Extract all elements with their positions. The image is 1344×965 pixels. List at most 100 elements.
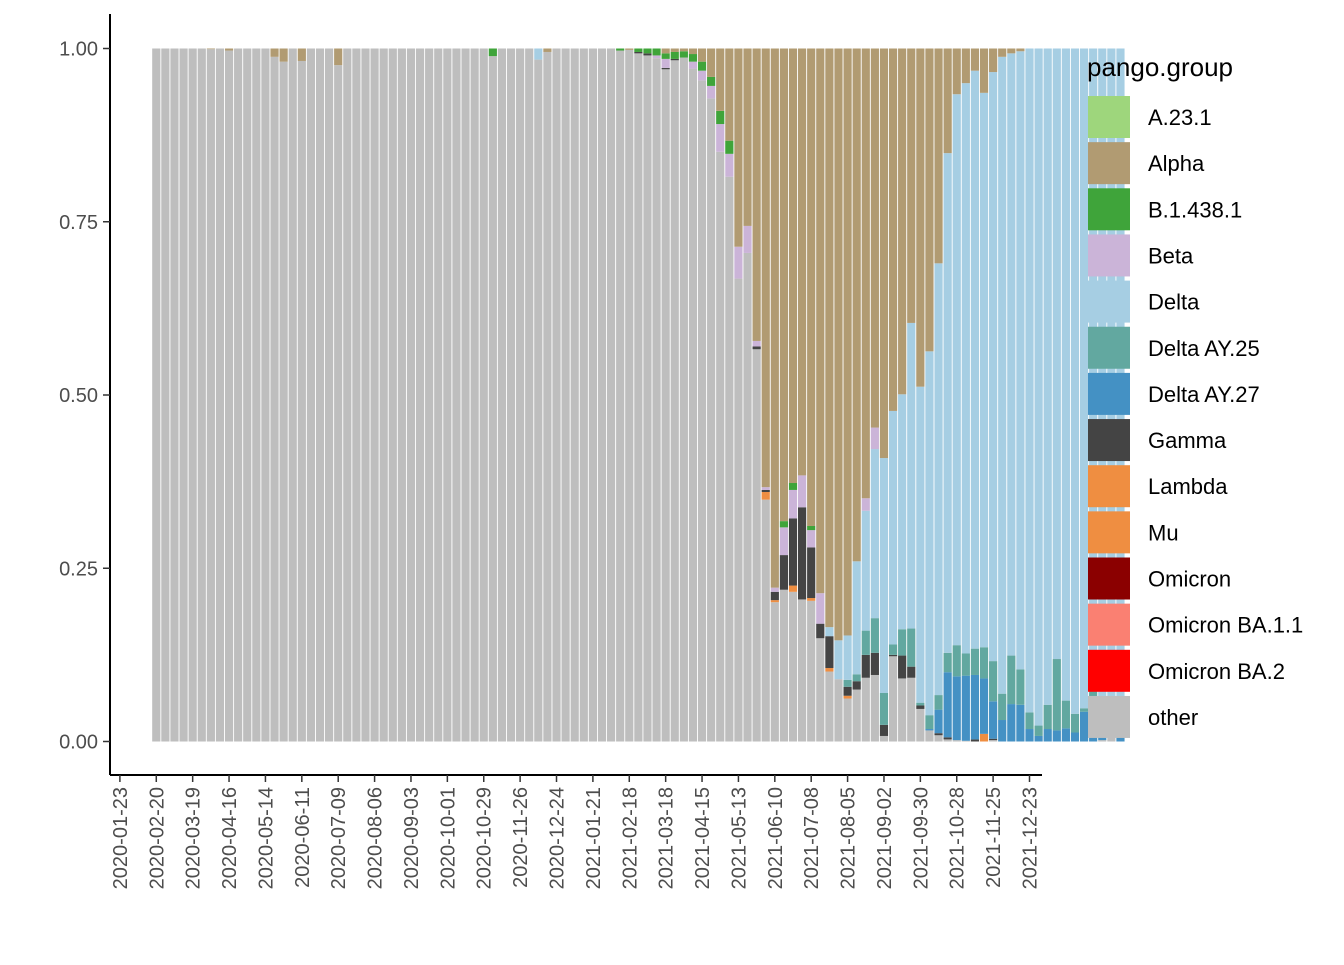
bar-segment-delta-ay-25 xyxy=(934,695,943,710)
bar-segment-alpha xyxy=(825,48,834,628)
bar-segment-alpha xyxy=(807,48,816,526)
bar-segment-other xyxy=(561,48,570,742)
bar-segment-delta-ay-27 xyxy=(952,676,961,741)
bar-segment-other xyxy=(770,602,779,742)
bar-segment-alpha xyxy=(952,48,961,95)
y-tick-label: 1.00 xyxy=(59,39,98,61)
legend-label-alpha: Alpha xyxy=(1148,151,1205,176)
bar-segment-other xyxy=(652,58,661,742)
bar-segment-alpha xyxy=(989,48,998,73)
legend-key-alpha xyxy=(1088,142,1130,185)
bar-segment-other xyxy=(679,57,688,742)
bar-segment-delta-ay-25 xyxy=(898,629,907,656)
bar-segment-alpha xyxy=(998,48,1007,57)
bar-segment-gamma xyxy=(779,555,789,590)
bar-segment-other xyxy=(816,638,825,742)
bar-segment-delta-ay-25 xyxy=(1034,725,1043,736)
x-tick-label: 2021-07-08 xyxy=(801,787,823,889)
bar-segment-other xyxy=(616,50,625,742)
bar-segment-other xyxy=(288,48,297,742)
bar-segment-other xyxy=(152,48,161,742)
bar-segment-other xyxy=(588,48,597,742)
bar-segment-b-1-438-1 xyxy=(688,54,698,62)
bar-segment-other xyxy=(952,740,961,742)
bar-segment-alpha xyxy=(1016,48,1025,52)
bar-segment-other xyxy=(506,48,516,742)
bar-segment-other xyxy=(279,61,288,742)
bar-segment-other xyxy=(916,708,925,742)
bar-segment-other xyxy=(725,176,734,742)
bar-segment-alpha xyxy=(725,48,734,141)
bar-segment-alpha xyxy=(625,48,634,50)
bar-segment-alpha xyxy=(870,48,879,428)
bar-segment-alpha xyxy=(779,48,789,522)
bar-segment-other xyxy=(252,48,261,742)
bar-segment-alpha xyxy=(297,48,306,61)
bar-segment-alpha xyxy=(697,48,707,62)
x-tick-label: 2020-08-06 xyxy=(365,787,387,889)
legend-title: pango.group xyxy=(1087,52,1233,82)
bar-segment-alpha xyxy=(224,48,234,51)
bar-segment-delta xyxy=(834,640,843,680)
bar-segment-other xyxy=(452,48,461,742)
bar-segment-other xyxy=(497,48,507,742)
bar-segment-beta xyxy=(707,85,716,99)
bar-segment-delta xyxy=(1034,48,1043,726)
bar-segment-gamma xyxy=(907,666,916,678)
bar-segment-b-1-438-1 xyxy=(707,76,716,86)
bar-segment-other xyxy=(161,48,170,742)
legend-key-lambda xyxy=(1088,465,1130,508)
y-tick-label: 0.25 xyxy=(59,558,98,580)
bar-segment-other xyxy=(188,48,197,742)
x-tick-label: 2020-06-11 xyxy=(292,787,314,888)
bar-segment-beta xyxy=(779,527,789,556)
bar-segment-other xyxy=(479,48,488,742)
bar-segment-other xyxy=(661,69,670,742)
bar-segment-delta-ay-27 xyxy=(1079,711,1089,742)
bar-segment-alpha xyxy=(934,48,943,264)
bar-segment-other xyxy=(516,48,525,742)
bar-segment-delta xyxy=(998,56,1007,694)
bar-segment-other xyxy=(716,151,725,742)
bar-segment-delta-ay-27 xyxy=(1025,729,1034,742)
y-tick-label: 0.50 xyxy=(59,385,98,407)
bar-segment-gamma xyxy=(989,738,998,741)
bar-segment-other xyxy=(934,735,943,742)
bar-segment-lambda xyxy=(843,695,852,699)
bar-segment-other xyxy=(534,59,543,742)
bar-segment-other xyxy=(579,48,588,742)
bar-segment-other xyxy=(261,48,270,742)
bar-segment-other xyxy=(543,51,552,742)
bar-segment-delta-ay-27 xyxy=(989,701,998,739)
bar-segment-other xyxy=(352,48,361,742)
bar-segment-delta xyxy=(925,351,934,716)
bar-segment-b-1-438-1 xyxy=(725,140,734,154)
bar-segment-gamma xyxy=(943,737,952,740)
bar-segment-other xyxy=(243,48,252,742)
bar-segment-b-1-438-1 xyxy=(634,48,643,52)
x-tick-label: 2020-01-23 xyxy=(110,787,132,889)
bar-segment-alpha xyxy=(679,48,688,52)
bar-segment-gamma xyxy=(843,686,852,696)
bar-segment-alpha xyxy=(907,48,916,323)
legend-key-a-23-1 xyxy=(1088,96,1130,138)
bar-segment-delta-ay-27 xyxy=(925,729,934,731)
bar-segment-gamma xyxy=(643,53,652,56)
x-tick-label: 2021-01-21 xyxy=(583,787,605,889)
bar-segment-gamma xyxy=(798,507,807,600)
bar-segment-alpha xyxy=(716,48,725,111)
bar-segment-alpha xyxy=(798,48,807,476)
bar-segment-alpha xyxy=(843,48,852,636)
bar-segment-delta xyxy=(843,635,852,680)
x-tick-label: 2020-02-20 xyxy=(146,787,168,889)
bar-segment-other xyxy=(634,53,643,742)
bar-segment-b-1-438-1 xyxy=(807,525,816,531)
bar-segment-delta-ay-25 xyxy=(916,702,925,706)
bar-segment-b-1-438-1 xyxy=(788,483,798,490)
bar-segment-beta xyxy=(807,530,816,548)
bar-segment-delta xyxy=(1052,48,1061,660)
bar-segment-alpha xyxy=(270,48,279,57)
bar-segment-delta-ay-25 xyxy=(943,652,952,673)
bar-segment-other xyxy=(761,499,770,742)
